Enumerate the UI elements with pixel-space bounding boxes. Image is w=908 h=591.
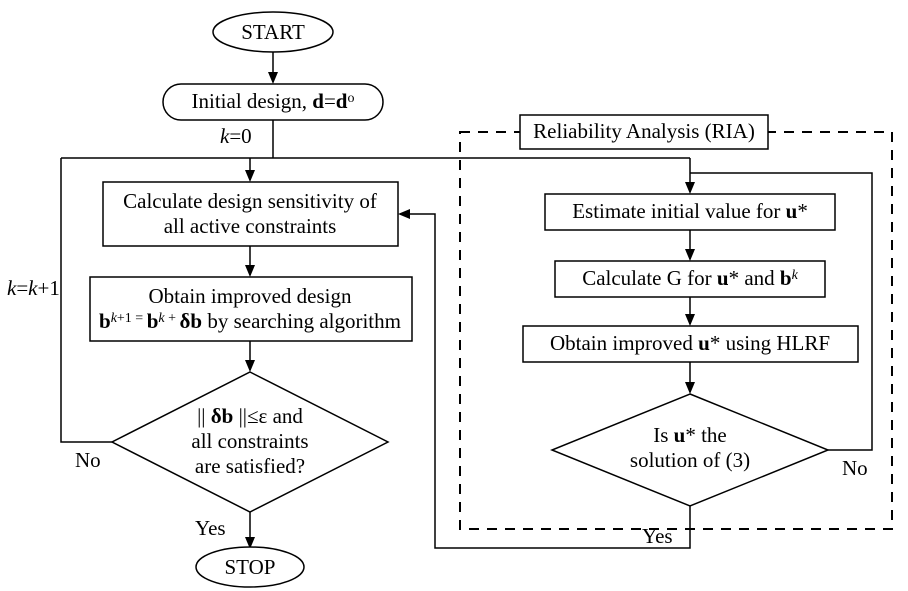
node-start: START (213, 12, 333, 52)
annotation-no2: No (842, 456, 868, 480)
stop-label: STOP (225, 555, 276, 579)
ria-title-label: Reliability Analysis (RIA) (533, 119, 755, 143)
node-decision-db: || δb ||≤ε and all constraints are satis… (112, 372, 388, 512)
calc-sens-line2: all active constraints (164, 214, 337, 238)
calc-sens-line1: Calculate design sensitivity of (123, 189, 377, 213)
node-obtain-imp: Obtain improved design bk+1 = bk + δb by… (90, 277, 412, 341)
node-init-design: Initial design, d=do (163, 84, 383, 120)
node-calc-sens: Calculate design sensitivity of all acti… (103, 182, 398, 246)
annotation-no1: No (75, 448, 101, 472)
annotation-kinc: k=k+1 (7, 276, 60, 300)
dec-u-line1: Is u* the (653, 423, 727, 447)
node-calc-g: Calculate G for u* and bk (555, 261, 825, 297)
node-stop: STOP (196, 547, 304, 587)
obt-u-label: Obtain improved u* using HLRF (550, 331, 830, 355)
init-design-label: Initial design, d=do (192, 89, 355, 113)
annotation-yes2: Yes (642, 524, 673, 548)
node-ria-title: Reliability Analysis (RIA) (520, 115, 768, 149)
annotation-yes1: Yes (195, 516, 226, 540)
dec-u-line2: solution of (3) (630, 448, 750, 472)
calc-g-label: Calculate G for u* and bk (582, 266, 798, 290)
node-decision-u: Is u* the solution of (3) (552, 394, 828, 506)
est-u-label: Estimate initial value for u* (572, 199, 808, 223)
dec-db-line2: all constraints (191, 429, 308, 453)
node-obt-u: Obtain improved u* using HLRF (523, 326, 858, 362)
obtain-imp-line1: Obtain improved design (149, 284, 352, 308)
annotation-k0: k=0 (220, 124, 252, 148)
start-label: START (241, 20, 305, 44)
dec-db-line3: are satisfied? (195, 454, 305, 478)
flowchart: START Initial design, d=do k=0 Calculate… (0, 0, 908, 591)
dec-db-line1: || δb ||≤ε and (197, 404, 303, 428)
node-est-u: Estimate initial value for u* (545, 194, 835, 230)
